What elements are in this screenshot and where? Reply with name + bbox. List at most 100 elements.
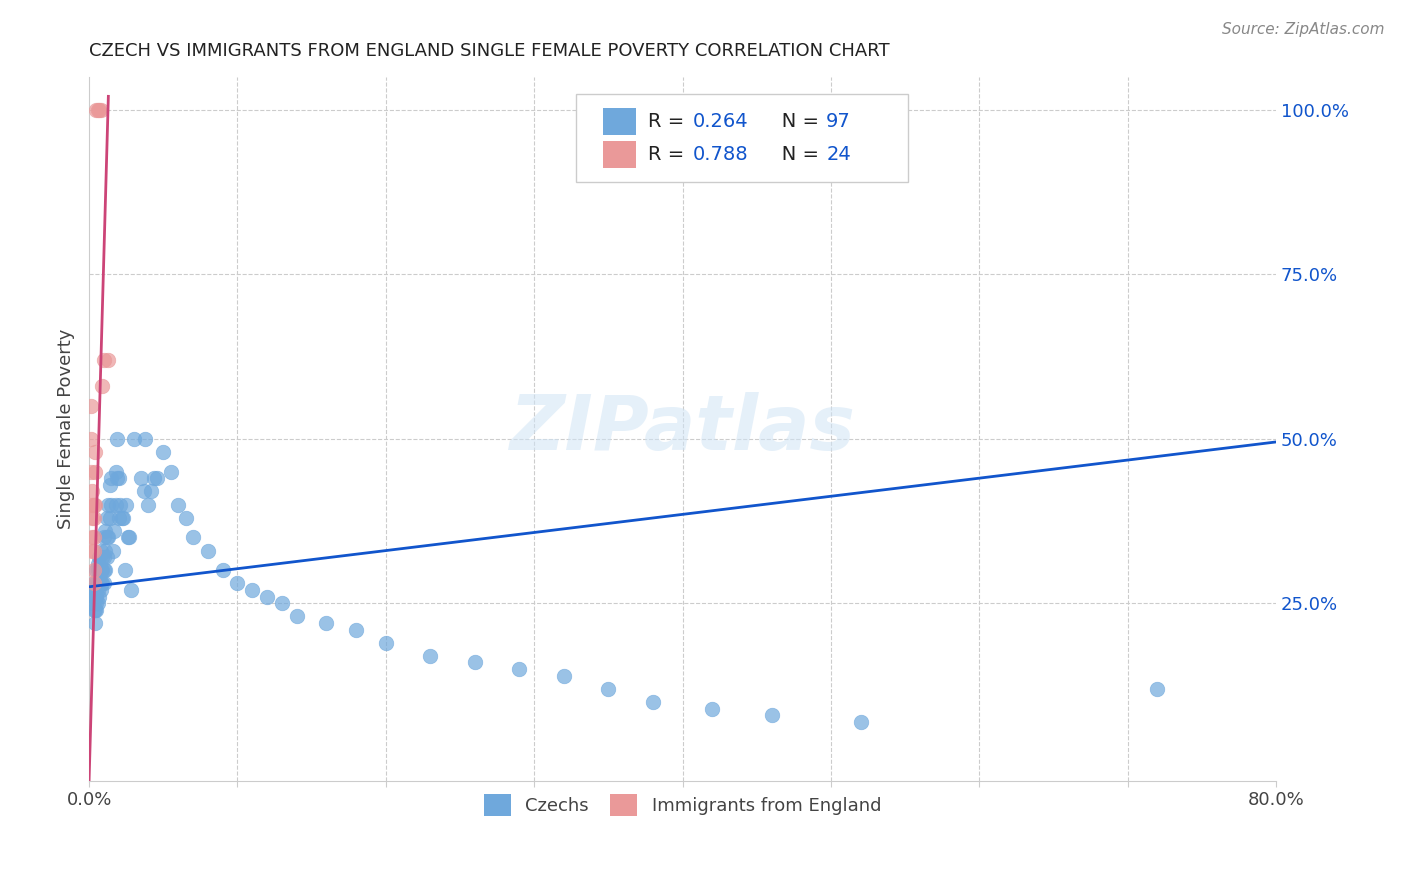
Text: 0.264: 0.264 xyxy=(693,112,749,131)
Point xyxy=(83,603,105,617)
Point xyxy=(104,465,127,479)
Point xyxy=(122,432,145,446)
Text: 0.788: 0.788 xyxy=(693,145,749,164)
Point xyxy=(79,432,101,446)
Point xyxy=(84,583,107,598)
Point xyxy=(143,471,166,485)
Point xyxy=(80,530,103,544)
Point xyxy=(849,714,872,729)
Point xyxy=(97,498,120,512)
Point xyxy=(94,563,117,577)
Point xyxy=(90,103,112,117)
Point xyxy=(83,563,105,577)
Point xyxy=(508,662,530,676)
Point xyxy=(112,510,135,524)
Point xyxy=(152,445,174,459)
Point xyxy=(138,498,160,512)
Point xyxy=(87,557,110,571)
Point xyxy=(96,530,118,544)
Point xyxy=(91,550,114,565)
Point xyxy=(226,576,249,591)
Point xyxy=(91,563,114,577)
Point xyxy=(87,103,110,117)
Point xyxy=(104,498,127,512)
Point xyxy=(84,498,107,512)
Point xyxy=(344,623,367,637)
Point xyxy=(86,596,108,610)
Point xyxy=(79,465,101,479)
Point xyxy=(419,648,441,663)
Point xyxy=(87,596,110,610)
Point xyxy=(83,590,105,604)
Text: 97: 97 xyxy=(827,112,851,131)
Point xyxy=(159,465,181,479)
Point xyxy=(91,379,114,393)
Point xyxy=(111,510,134,524)
Point xyxy=(87,583,110,598)
Point xyxy=(97,530,120,544)
Point xyxy=(105,471,128,485)
Point xyxy=(97,352,120,367)
Point xyxy=(167,498,190,512)
Legend: Czechs, Immigrants from England: Czechs, Immigrants from England xyxy=(475,785,890,825)
FancyBboxPatch shape xyxy=(603,108,637,135)
Point xyxy=(553,668,575,682)
Point xyxy=(84,615,107,630)
Point xyxy=(114,563,136,577)
Point xyxy=(86,590,108,604)
Point xyxy=(93,352,115,367)
Text: Source: ZipAtlas.com: Source: ZipAtlas.com xyxy=(1222,22,1385,37)
Point xyxy=(103,524,125,538)
Point xyxy=(96,510,118,524)
Point xyxy=(256,590,278,604)
Text: ZIPatlas: ZIPatlas xyxy=(509,392,855,466)
Point xyxy=(211,563,233,577)
Point xyxy=(141,484,163,499)
Point xyxy=(100,498,122,512)
Point xyxy=(90,583,112,598)
Point xyxy=(80,484,103,499)
Point xyxy=(464,656,486,670)
Point xyxy=(80,510,103,524)
Point xyxy=(120,583,142,598)
Point xyxy=(90,576,112,591)
Point xyxy=(84,590,107,604)
Point xyxy=(89,576,111,591)
Point xyxy=(91,576,114,591)
Point xyxy=(89,550,111,565)
Point xyxy=(80,583,103,598)
Text: N =: N = xyxy=(763,145,825,164)
Point xyxy=(94,524,117,538)
Point xyxy=(702,701,724,715)
Point xyxy=(83,576,105,591)
Point xyxy=(598,681,620,696)
Point xyxy=(84,603,107,617)
Point xyxy=(117,530,139,544)
Point xyxy=(90,563,112,577)
Point xyxy=(1146,681,1168,696)
Point xyxy=(86,603,108,617)
Point xyxy=(80,596,103,610)
Point xyxy=(101,543,124,558)
Point xyxy=(93,530,115,544)
Point xyxy=(146,471,169,485)
Point xyxy=(83,510,105,524)
Point xyxy=(93,563,115,577)
Point xyxy=(98,510,121,524)
Point xyxy=(107,471,129,485)
Point xyxy=(89,103,111,117)
Point xyxy=(94,543,117,558)
Text: N =: N = xyxy=(763,112,825,131)
Point xyxy=(93,550,115,565)
FancyBboxPatch shape xyxy=(575,95,908,182)
Point xyxy=(80,498,103,512)
Point xyxy=(79,399,101,413)
Point xyxy=(115,498,138,512)
Point xyxy=(90,543,112,558)
Point xyxy=(86,576,108,591)
Point xyxy=(87,576,110,591)
Point xyxy=(129,471,152,485)
Point xyxy=(107,510,129,524)
Y-axis label: Single Female Poverty: Single Female Poverty xyxy=(58,328,75,529)
Point xyxy=(83,498,105,512)
